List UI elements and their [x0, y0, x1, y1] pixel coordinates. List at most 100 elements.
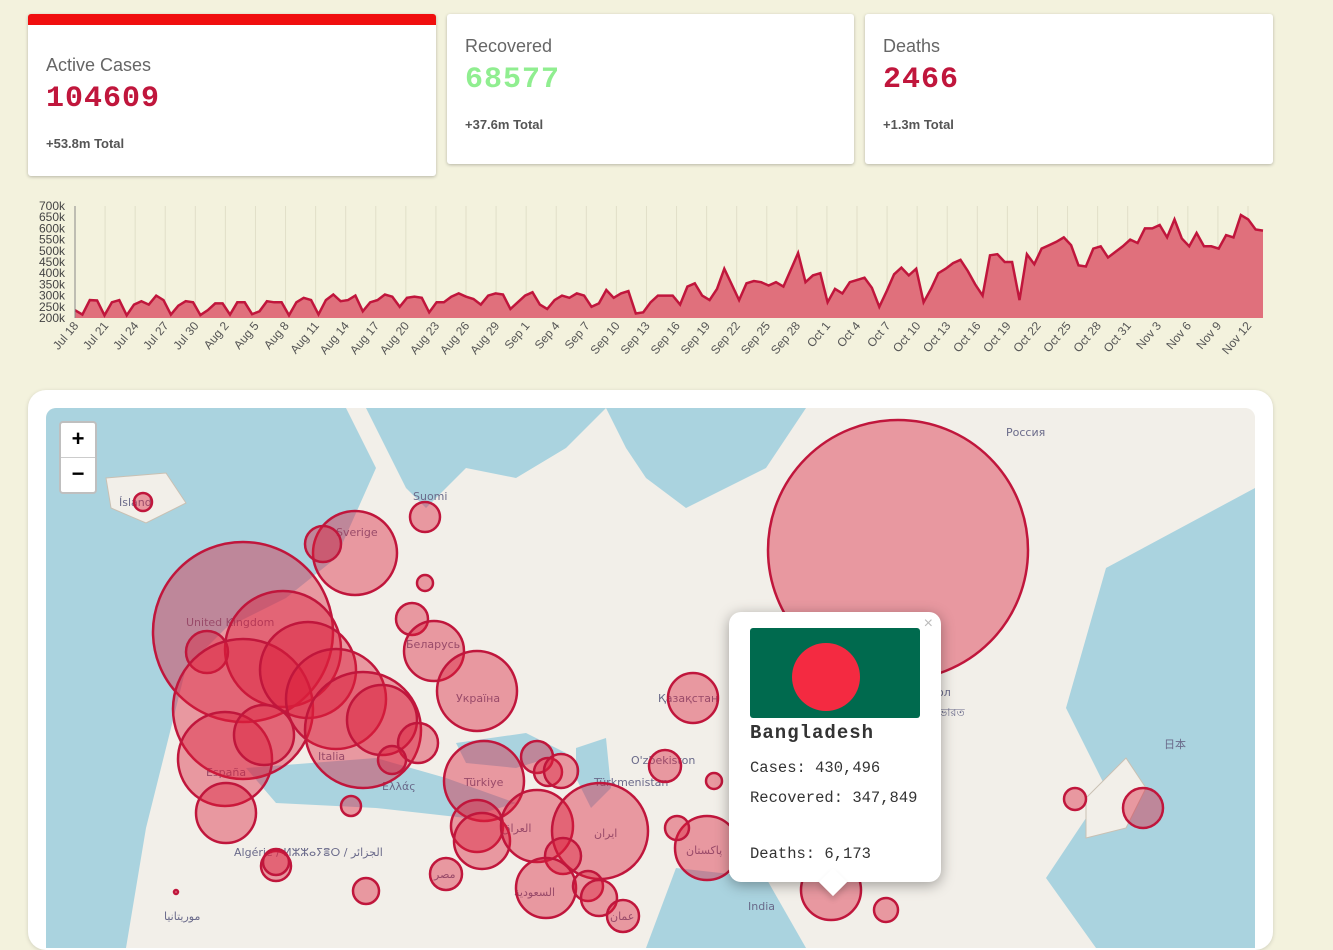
country-bubble[interactable] [514, 856, 578, 920]
country-bubble[interactable] [151, 540, 335, 724]
country-bubble[interactable] [647, 748, 683, 784]
x-tick-label: Sep 16 [648, 319, 683, 357]
map-label: Suomi [413, 490, 447, 503]
barents-sea [606, 408, 806, 508]
y-tick-label: 450k [39, 255, 66, 269]
popup-country: Bangladesh [750, 722, 875, 744]
x-tick-label: Oct 4 [834, 319, 863, 350]
x-tick-label: Sep 10 [588, 319, 623, 357]
country-bubble[interactable] [132, 491, 154, 513]
x-tick-label: Sep 13 [618, 319, 653, 357]
country-bubble[interactable] [532, 756, 564, 788]
arabian-sea [646, 868, 806, 948]
map-label: Беларусь [406, 638, 460, 651]
map-label: مصر [433, 868, 456, 881]
map-label: Ελλάς [382, 780, 416, 793]
country-bubble[interactable] [171, 637, 315, 781]
x-tick-label: Oct 1 [804, 319, 833, 350]
country-bubble[interactable] [402, 619, 466, 683]
x-tick-label: Oct 19 [980, 319, 1014, 355]
map-label: Қазақстан [658, 692, 718, 705]
y-tick-label: 600k [39, 221, 66, 235]
country-bubble[interactable] [261, 847, 291, 877]
country-bubble[interactable] [872, 896, 900, 924]
country-bubble[interactable] [704, 771, 724, 791]
country-bubble[interactable] [176, 710, 274, 808]
chart-line [74, 213, 1264, 318]
y-tick-label: 350k [39, 277, 66, 291]
active-cases-card: Active Cases 104609 +53.8m Total [28, 14, 436, 176]
close-icon[interactable]: × [923, 615, 933, 632]
country-bubble[interactable] [284, 647, 388, 751]
country-bubble[interactable] [428, 856, 464, 892]
map-label: Ísland [119, 496, 152, 509]
active-cases-total: +53.8m Total [46, 136, 125, 151]
x-tick-label: Aug 5 [231, 319, 262, 352]
country-bubble[interactable] [184, 629, 230, 675]
x-tick-label: Aug 26 [437, 319, 472, 357]
country-bubble[interactable] [376, 744, 408, 776]
country-bubble[interactable] [232, 703, 296, 767]
country-bubble[interactable] [339, 794, 363, 818]
country-bubble[interactable] [579, 878, 619, 918]
x-tick-label: Sep 4 [532, 319, 563, 352]
popup-deaths: Deaths: 6,173 [750, 845, 871, 863]
y-tick-label: 200k [39, 311, 66, 325]
map-label: India [748, 900, 775, 913]
country-bubble[interactable] [1062, 786, 1088, 812]
country-bubble[interactable] [543, 836, 583, 876]
x-tick-label: Oct 13 [920, 319, 954, 355]
x-tick-label: Sep 25 [738, 319, 773, 357]
country-bubble[interactable] [311, 509, 399, 597]
country-bubble[interactable] [351, 876, 381, 906]
map-label: Sverige [336, 526, 378, 539]
country-bubble[interactable] [172, 888, 180, 896]
caspian-sea [576, 738, 611, 808]
deaths-card: Deaths 2466 +1.3m Total [865, 14, 1273, 164]
chart-area [75, 215, 1263, 318]
country-bubble[interactable] [408, 500, 442, 534]
recovered-value: 68577 [465, 63, 561, 97]
country-bubble[interactable] [303, 524, 343, 564]
country-bubble[interactable] [303, 670, 423, 790]
x-tick-label: Oct 10 [890, 319, 924, 355]
y-tick-label: 400k [39, 266, 66, 280]
x-tick-label: Oct 25 [1040, 319, 1074, 355]
zoom-in-button[interactable]: + [71, 426, 85, 451]
country-bubble[interactable] [542, 752, 580, 790]
country-bubble[interactable] [442, 739, 526, 823]
iceland [105, 472, 187, 524]
x-tick-label: Sep 28 [768, 319, 803, 357]
x-tick-label: Aug 29 [467, 319, 502, 357]
deaths-total: +1.3m Total [883, 117, 954, 132]
deaths-title: Deaths [883, 36, 941, 56]
x-tick-label: Oct 28 [1070, 319, 1104, 355]
map-canvas[interactable]: РоссияÍslandSuomiSverigeUnited KingdomБе… [46, 408, 1255, 948]
country-bubble[interactable] [435, 649, 519, 733]
country-bubble[interactable] [605, 898, 641, 934]
y-tick-label: 700k [39, 199, 66, 213]
map-label: Türkiye [463, 776, 504, 789]
country-bubble[interactable] [394, 601, 430, 637]
x-tick-label: Sep 1 [502, 319, 533, 352]
y-tick-label: 650k [39, 210, 66, 224]
zoom-out-button[interactable]: − [61, 457, 95, 492]
country-bubble[interactable] [396, 721, 440, 765]
country-bubble[interactable] [258, 620, 358, 720]
active-cases-title: Active Cases [46, 55, 152, 75]
x-tick-label: Aug 20 [377, 319, 412, 357]
country-bubble[interactable] [663, 814, 691, 842]
country-popup: × Bangladesh Cases: 430,496 Recovered: 3… [729, 612, 941, 897]
country-bubble[interactable] [1121, 786, 1165, 830]
x-tick-label: Oct 31 [1101, 319, 1135, 355]
y-tick-label: 500k [39, 244, 66, 258]
country-bubble[interactable] [194, 781, 258, 845]
deaths-value: 2466 [883, 63, 960, 97]
country-bubble[interactable] [415, 573, 435, 593]
world-map[interactable]: РоссияÍslandSuomiSverigeUnited KingdomБе… [46, 408, 1255, 948]
country-bubble[interactable] [499, 788, 575, 864]
x-tick-label: Nov 6 [1163, 319, 1194, 352]
country-bubble[interactable] [452, 811, 512, 871]
y-tick-label: 300k [39, 289, 66, 303]
country-bubble[interactable] [666, 671, 720, 725]
